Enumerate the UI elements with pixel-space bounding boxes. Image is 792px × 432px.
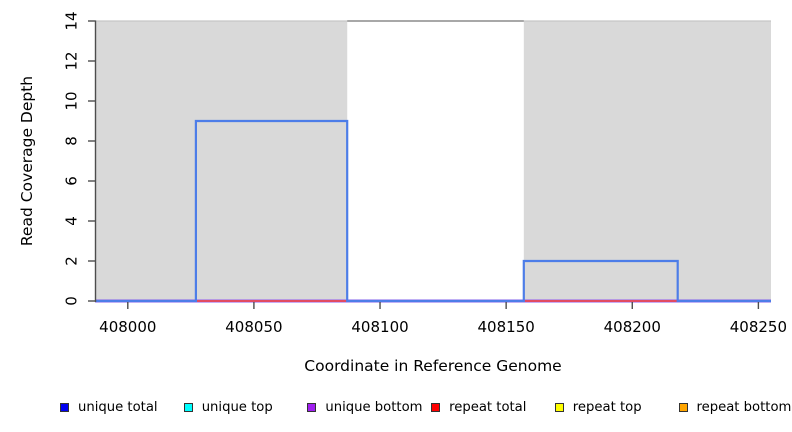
legend-label: repeat total [449,399,527,415]
x-tick-label: 408000 [99,318,156,336]
legend-swatch-icon [678,402,688,412]
legend-label: repeat top [572,399,642,415]
y-tick-label: 0 [63,296,81,306]
legend-swatch-icon [183,402,193,412]
x-tick-label: 408200 [604,318,661,336]
y-tick-label: 6 [63,176,81,186]
legend-label: unique top [201,399,273,415]
y-tick-label: 10 [63,91,81,110]
legend-label: repeat bottom [696,399,792,415]
shaded-region [523,21,771,301]
x-tick-label: 408250 [730,318,787,336]
y-tick-label: 14 [63,11,81,30]
legend-item: unique total [60,397,158,417]
legend-item: unique bottom [307,397,423,417]
shaded-region [95,21,348,301]
legend-label: unique bottom [325,399,423,415]
y-axis-label: Read Coverage Depth [18,75,36,247]
legend-item: repeat top [554,397,642,417]
legend-item: repeat total [431,397,526,417]
legend-swatch-icon [60,402,69,412]
legend-swatch-icon [554,402,564,412]
x-tick-label: 408050 [225,318,282,336]
x-axis-label: Coordinate in Reference Genome [304,357,562,375]
legend-swatch-icon [431,402,441,412]
y-tick-label: 8 [63,136,81,146]
x-tick-label: 408150 [478,318,535,336]
step-line-unique-total [95,119,771,303]
legend-item: repeat bottom [678,397,792,417]
legend-label: unique total [78,399,158,415]
x-tick-label: 408100 [351,318,408,336]
y-tick-label: 2 [63,256,81,266]
y-tick-label: 4 [63,216,81,226]
legend-item: unique top [183,397,273,417]
y-tick-label: 12 [63,51,81,70]
legend-swatch-icon [307,402,317,412]
